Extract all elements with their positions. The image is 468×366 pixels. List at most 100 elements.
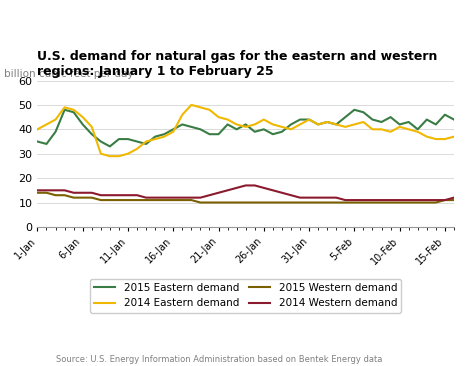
2015 Western demand <box>234 200 240 205</box>
2015 Eastern demand <box>125 137 131 141</box>
2015 Western demand <box>288 200 294 205</box>
2014 Western demand <box>288 193 294 197</box>
2014 Eastern demand <box>315 122 321 127</box>
2015 Western demand <box>351 200 357 205</box>
2015 Western demand <box>170 198 176 202</box>
2014 Western demand <box>270 188 276 193</box>
2014 Eastern demand <box>207 108 212 112</box>
2014 Western demand <box>80 191 86 195</box>
2014 Western demand <box>44 188 49 193</box>
2014 Eastern demand <box>44 122 49 127</box>
2015 Eastern demand <box>216 132 221 137</box>
2015 Eastern demand <box>62 108 67 112</box>
2015 Eastern demand <box>71 110 76 115</box>
2014 Eastern demand <box>116 154 122 158</box>
2015 Western demand <box>279 200 285 205</box>
Text: Source: U.S. Energy Information Administration based on Bentek Energy data: Source: U.S. Energy Information Administ… <box>56 355 382 364</box>
2014 Western demand <box>324 195 330 200</box>
2014 Eastern demand <box>261 117 267 122</box>
2014 Western demand <box>62 188 67 193</box>
2014 Western demand <box>252 183 257 188</box>
2014 Western demand <box>189 195 194 200</box>
2014 Eastern demand <box>306 117 312 122</box>
2014 Western demand <box>170 195 176 200</box>
2014 Western demand <box>379 198 384 202</box>
2015 Western demand <box>44 191 49 195</box>
2014 Western demand <box>197 195 203 200</box>
2015 Western demand <box>180 198 185 202</box>
2015 Eastern demand <box>80 122 86 127</box>
2015 Western demand <box>252 200 257 205</box>
2014 Eastern demand <box>297 122 303 127</box>
2015 Western demand <box>80 195 86 200</box>
2014 Eastern demand <box>80 115 86 119</box>
2015 Western demand <box>35 191 40 195</box>
2014 Eastern demand <box>125 152 131 156</box>
2015 Western demand <box>379 200 384 205</box>
2014 Eastern demand <box>424 134 430 139</box>
Text: U.S. demand for natural gas for the eastern and western
regions: January 1 to Fe: U.S. demand for natural gas for the east… <box>37 50 438 78</box>
2015 Eastern demand <box>89 132 95 137</box>
2015 Western demand <box>406 200 411 205</box>
2014 Western demand <box>424 198 430 202</box>
2015 Eastern demand <box>297 117 303 122</box>
2015 Western demand <box>261 200 267 205</box>
2014 Western demand <box>415 198 421 202</box>
2015 Eastern demand <box>388 115 394 119</box>
2015 Eastern demand <box>343 115 348 119</box>
2015 Western demand <box>125 198 131 202</box>
2015 Eastern demand <box>197 127 203 131</box>
2014 Western demand <box>397 198 402 202</box>
2014 Eastern demand <box>134 147 140 151</box>
2015 Eastern demand <box>370 117 375 122</box>
2014 Western demand <box>153 195 158 200</box>
2014 Eastern demand <box>98 152 103 156</box>
2015 Eastern demand <box>333 122 339 127</box>
2015 Eastern demand <box>53 130 58 134</box>
2014 Eastern demand <box>406 127 411 131</box>
2014 Western demand <box>388 198 394 202</box>
2014 Western demand <box>225 188 230 193</box>
2014 Eastern demand <box>62 105 67 109</box>
2014 Western demand <box>53 188 58 193</box>
2015 Western demand <box>388 200 394 205</box>
2015 Eastern demand <box>361 110 366 115</box>
2014 Eastern demand <box>143 139 149 144</box>
2015 Eastern demand <box>180 122 185 127</box>
2015 Eastern demand <box>279 130 285 134</box>
2014 Eastern demand <box>153 137 158 141</box>
2014 Western demand <box>180 195 185 200</box>
2015 Western demand <box>107 198 113 202</box>
2014 Western demand <box>243 183 249 188</box>
2015 Western demand <box>98 198 103 202</box>
2014 Eastern demand <box>442 137 448 141</box>
2015 Eastern demand <box>306 117 312 122</box>
2015 Western demand <box>216 200 221 205</box>
2015 Western demand <box>153 198 158 202</box>
2015 Eastern demand <box>442 112 448 117</box>
2015 Western demand <box>116 198 122 202</box>
2015 Western demand <box>361 200 366 205</box>
Line: 2014 Western demand: 2014 Western demand <box>37 186 454 200</box>
2015 Eastern demand <box>170 127 176 131</box>
2014 Western demand <box>370 198 375 202</box>
2015 Western demand <box>62 193 67 197</box>
2014 Western demand <box>451 195 457 200</box>
2015 Western demand <box>315 200 321 205</box>
2015 Western demand <box>89 195 95 200</box>
2014 Eastern demand <box>35 127 40 131</box>
2014 Western demand <box>442 198 448 202</box>
2014 Western demand <box>143 195 149 200</box>
2015 Western demand <box>442 198 448 202</box>
2015 Eastern demand <box>315 122 321 127</box>
2015 Eastern demand <box>207 132 212 137</box>
2014 Eastern demand <box>388 130 394 134</box>
2015 Eastern demand <box>161 132 167 137</box>
2014 Western demand <box>306 195 312 200</box>
2014 Western demand <box>433 198 439 202</box>
2015 Western demand <box>225 200 230 205</box>
2014 Eastern demand <box>234 122 240 127</box>
2015 Eastern demand <box>243 122 249 127</box>
2014 Eastern demand <box>415 130 421 134</box>
2014 Eastern demand <box>379 127 384 131</box>
